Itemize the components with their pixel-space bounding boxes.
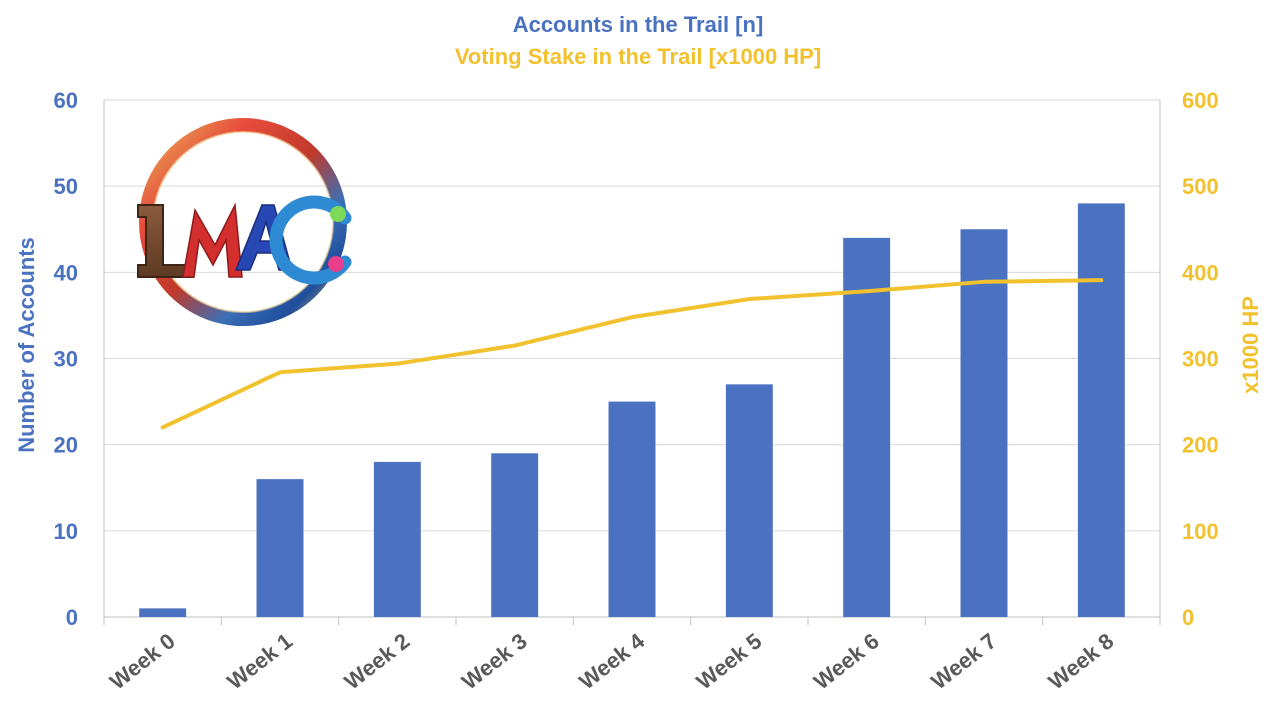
- category-label: Week 4: [574, 628, 649, 695]
- left-axis-label: Number of Accounts: [14, 237, 39, 453]
- left-tick-label: 20: [54, 433, 78, 458]
- right-tick-label: 0: [1182, 605, 1194, 630]
- left-tick-label: 30: [54, 347, 78, 372]
- category-label: Week 8: [1044, 628, 1119, 694]
- category-label: Week 0: [105, 628, 180, 694]
- bar-week-0: [139, 608, 187, 617]
- line-series: [160, 278, 1104, 430]
- right-tick-label: 500: [1182, 174, 1219, 199]
- bar-week-6: [843, 237, 891, 617]
- right-axis-ticks: 0 100 200 300 400 500 600: [1182, 88, 1219, 630]
- right-axis-label: x1000 HP: [1238, 296, 1263, 394]
- left-tick-label: 60: [54, 88, 78, 113]
- category-label: Week 1: [222, 628, 297, 694]
- left-tick-label: 50: [54, 174, 78, 199]
- right-tick-label: 600: [1182, 88, 1219, 113]
- chart-subtitle: Voting Stake in the Trail [x1000 HP]: [455, 44, 821, 69]
- right-tick-label: 300: [1182, 347, 1219, 372]
- bar-week-1: [256, 479, 304, 617]
- bar-series: [139, 203, 1125, 617]
- bar-week-4: [608, 401, 656, 617]
- left-tick-label: 10: [54, 519, 78, 544]
- right-tick-label: 200: [1182, 433, 1219, 458]
- chart-title: Accounts in the Trail [n]: [513, 12, 764, 37]
- left-tick-label: 40: [54, 260, 78, 285]
- right-tick-label: 400: [1182, 260, 1219, 285]
- category-label: Week 2: [340, 628, 415, 694]
- category-label: Week 3: [457, 628, 532, 694]
- category-label: Week 5: [692, 628, 767, 694]
- right-tick-label: 100: [1182, 519, 1219, 544]
- category-label: Week 7: [926, 628, 1001, 694]
- bar-week-8: [1077, 203, 1125, 617]
- left-tick-label: 0: [66, 605, 78, 630]
- category-labels: Week 0 Week 1 Week 2 Week 3 Week 4 Week 5 Week…: [105, 628, 1118, 695]
- bar-week-3: [491, 453, 539, 617]
- left-axis-ticks: 0 10 20 30 40 50 60: [54, 88, 78, 630]
- bar-week-2: [373, 461, 421, 617]
- category-label: Week 6: [809, 628, 884, 694]
- bar-week-7: [960, 229, 1008, 617]
- lmac-logo: [137, 118, 352, 326]
- bar-week-5: [725, 384, 773, 617]
